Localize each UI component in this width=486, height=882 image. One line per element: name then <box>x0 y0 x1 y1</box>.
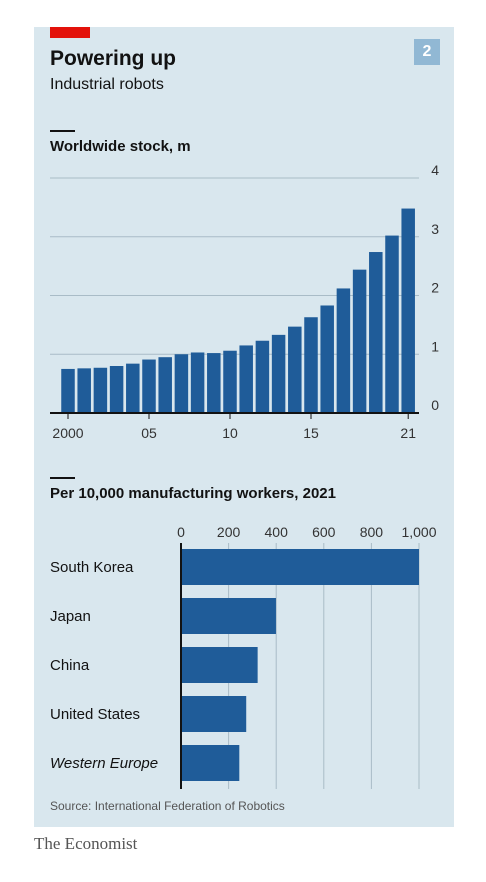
bar-2010 <box>223 350 237 413</box>
x-tick-label: 2000 <box>52 425 83 441</box>
bar-2004 <box>126 363 140 413</box>
y-tick-label: 0 <box>431 397 439 413</box>
stock-chart-title: Worldwide stock, m <box>50 138 191 155</box>
density-chart-title: Per 10,000 manufacturing workers, 2021 <box>50 485 336 502</box>
x-tick-label: 0 <box>177 524 185 540</box>
bar-2003 <box>109 366 124 413</box>
bar-2015 <box>304 317 318 413</box>
y-tick-label: 4 <box>431 162 439 178</box>
bar-china <box>181 647 258 683</box>
x-tick-label: 1,000 <box>401 524 436 540</box>
bar-2017 <box>336 288 351 413</box>
category-label: United States <box>50 706 140 723</box>
source-note: Source: International Federation of Robo… <box>50 799 285 813</box>
publisher-logo: The Economist <box>34 834 138 853</box>
bar-2008 <box>190 352 205 413</box>
x-tick-label: 400 <box>265 524 289 540</box>
bar-2001 <box>77 368 91 413</box>
x-tick-label: 10 <box>222 425 238 441</box>
x-tick-label: 800 <box>360 524 384 540</box>
bar-western-europe <box>181 745 240 781</box>
section-rule-density <box>50 477 75 479</box>
x-tick-label: 600 <box>312 524 336 540</box>
chart-panel: Powering up Industrial robots 2 Worldwid… <box>34 27 454 827</box>
bar-2020 <box>385 235 399 413</box>
bar-2002 <box>93 367 108 413</box>
economist-red-tag <box>50 27 90 38</box>
bar-2016 <box>320 305 334 413</box>
y-tick-label: 3 <box>431 221 439 237</box>
robot-density-chart: 0 200 400 600 800 1,000 South Korea Japan China U… <box>50 524 437 789</box>
bar-2000 <box>61 368 75 413</box>
x-tick-label: 15 <box>303 425 319 441</box>
bar-2006 <box>158 357 172 413</box>
bar-2021 <box>401 208 415 413</box>
category-label: Japan <box>50 608 91 625</box>
worldwide-stock-chart: 0 1 2 3 4 2000 05 10 15 21 <box>50 162 439 441</box>
x-tick-label: 200 <box>217 524 241 540</box>
bar-2007 <box>174 354 189 413</box>
chart-title: Powering up <box>50 47 176 70</box>
x-tick-label: 21 <box>400 425 416 441</box>
bar-2009 <box>207 353 221 413</box>
bar-2012 <box>255 340 270 413</box>
bar-2019 <box>369 252 383 413</box>
y-tick-label: 2 <box>431 280 439 296</box>
bar-south-korea <box>181 549 419 585</box>
bar-2014 <box>288 326 302 413</box>
chart-subtitle: Industrial robots <box>50 76 164 93</box>
bar-japan <box>181 598 276 634</box>
category-label: Western Europe <box>50 755 158 772</box>
bar-2011 <box>239 345 253 413</box>
category-label: China <box>50 657 90 674</box>
bar-2005 <box>142 359 156 413</box>
bar-2018 <box>352 269 367 413</box>
bar-united-states <box>181 696 247 732</box>
chart-number-badge: 2 <box>414 39 440 65</box>
bar-2013 <box>271 334 286 413</box>
y-tick-label: 1 <box>431 338 439 354</box>
x-tick-label: 05 <box>141 425 157 441</box>
category-label: South Korea <box>50 559 134 576</box>
section-rule-stock <box>50 130 75 132</box>
